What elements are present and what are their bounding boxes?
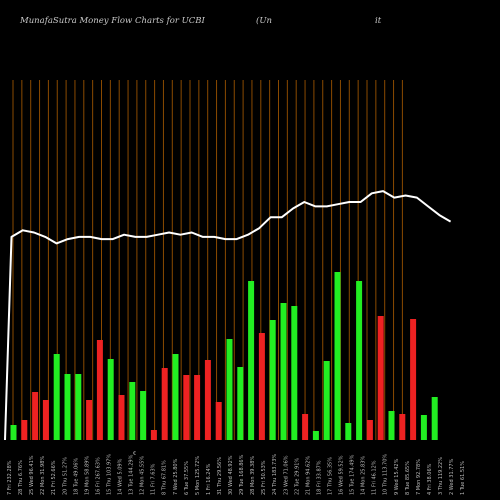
outflow-bar	[150, 430, 157, 440]
x-tick-label: 2 Wed 31.77%	[449, 458, 455, 495]
x-tick-label: 4 Fri 38.06%	[427, 463, 433, 495]
inflow-bar	[172, 354, 179, 440]
x-tick-label: 22 Tue 29.91%	[294, 458, 300, 495]
x-tick-label: 3 Thu 119.22%	[438, 457, 444, 495]
outflow-bar	[302, 414, 309, 440]
x-tick-label: 8 Tue 85.65%	[405, 461, 411, 495]
inflow-bar	[388, 411, 395, 440]
x-tick-label: 16 Fri 267.63%	[95, 457, 101, 495]
x-tick-label: 1 Fri 16.24%	[206, 463, 212, 495]
inflow-bar	[420, 415, 427, 440]
inflow-bar	[64, 374, 71, 440]
outflow-bar	[258, 333, 265, 440]
outflow-bar	[366, 420, 373, 440]
x-tick-label: 14 Mon 25.83%	[361, 456, 367, 495]
x-tick-label: 19 Mon 58.89%	[84, 456, 90, 495]
x-tick-label: 16 Wed 59.52%	[339, 455, 345, 495]
outflow-bar	[410, 319, 417, 440]
x-tick-label: 20 Thu 51.27%	[62, 457, 68, 495]
x-tick-label: 31 Thu 29.56%	[217, 457, 223, 495]
x-tick-label: 1 Tue 61.51%	[460, 461, 466, 495]
x-tick-label: 5 Mon 125.72%	[195, 456, 201, 495]
x-tick-label: 22 Mon 31.98%	[40, 456, 46, 495]
outflow-bar	[399, 414, 406, 440]
x-tick-label: 28 Thu 6.76%	[18, 460, 24, 495]
inflow-bar	[280, 303, 287, 440]
x-tick-label: 21 Mon 94.62%	[305, 456, 311, 495]
inflow-bar	[291, 306, 298, 440]
inflow-bar	[356, 281, 363, 440]
inflow-bar	[269, 320, 276, 440]
inflow-bar	[431, 397, 438, 440]
inflow-bar	[334, 272, 341, 440]
x-tick-label: 28 Mon 39.38%	[250, 456, 256, 495]
x-tick-label: 10 Thu 113.70%	[383, 454, 389, 495]
x-tick-label: 29 Tue 168.86%	[239, 454, 245, 495]
x-tick-label: 7 Fri 232.28%	[7, 460, 13, 495]
outflow-bar	[86, 400, 93, 440]
inflow-bar	[53, 354, 60, 440]
outflow-bar	[204, 360, 211, 440]
x-tick-label: 8 Thu 67.81%	[162, 460, 168, 495]
chart-title-fragment-end: it	[375, 16, 382, 26]
x-tick-label: 17 Thu 56.35%	[327, 457, 333, 495]
x-tick-label: 14 Wed 5.09%	[118, 458, 124, 495]
inflow-bar	[75, 374, 82, 440]
inflow-bar	[140, 391, 147, 440]
outflow-bar	[96, 340, 103, 440]
x-tick-label: 15 Tue 174.49%	[350, 454, 356, 495]
chart-title-fragment: (Un	[256, 16, 272, 26]
x-tick-label: 15 Thu 103.97%	[106, 454, 112, 495]
x-tick-label: 7 Wed 25.80%	[173, 458, 179, 495]
x-tick-label: 21 Fri 52.66%	[51, 460, 57, 495]
x-tick-label: 9 Wed 15.42%	[394, 458, 400, 495]
inflow-bar	[323, 361, 330, 440]
outflow-bar	[161, 368, 168, 440]
x-tick-marker: €	[133, 451, 136, 457]
inflow-bar	[129, 382, 136, 440]
outflow-bar	[32, 392, 39, 440]
outflow-bar	[377, 316, 384, 440]
x-tick-label: 7 Mon 92.78%	[416, 459, 422, 495]
x-tick-label: 12 Mon 45.55%	[140, 456, 146, 495]
outflow-bar	[42, 400, 49, 440]
outflow-bar	[215, 402, 222, 440]
outflow-bar	[21, 420, 28, 440]
x-tick-label: 23 Wed 71.06%	[283, 455, 289, 495]
outflow-bar	[194, 375, 201, 440]
x-tick-label: 18 Fri 33.87%	[316, 460, 322, 495]
x-tick-label: 25 Fri 50.53%	[261, 460, 267, 495]
chart-title: MunafaSutra Money Flow Charts for UCBI	[20, 16, 205, 26]
x-tick-label: 13 Tue 144.29%	[129, 454, 135, 495]
x-tick-label: 24 Thu 183.73%	[272, 454, 278, 495]
x-tick-label: 11 Fri 46.12%	[372, 460, 378, 495]
x-tick-label: 6 Tue 37.55%	[184, 461, 190, 495]
x-tick-label: 18 Tue 49.06%	[73, 458, 79, 495]
price-line	[4, 190, 452, 441]
inflow-bar	[10, 425, 17, 440]
inflow-bar	[237, 367, 244, 440]
outflow-bar	[183, 375, 190, 440]
inflow-bar	[312, 431, 319, 440]
x-tick-label: 30 Wed 48.92%	[228, 455, 234, 495]
inflow-bar	[107, 359, 114, 440]
inflow-bar	[248, 281, 255, 440]
outflow-bar	[118, 395, 125, 440]
inflow-bar	[345, 423, 352, 440]
inflow-bar	[226, 339, 233, 440]
x-tick-label: 11 Fri 7.63%	[151, 463, 157, 495]
x-tick-label: 25 Wed 96.41%	[29, 455, 35, 495]
